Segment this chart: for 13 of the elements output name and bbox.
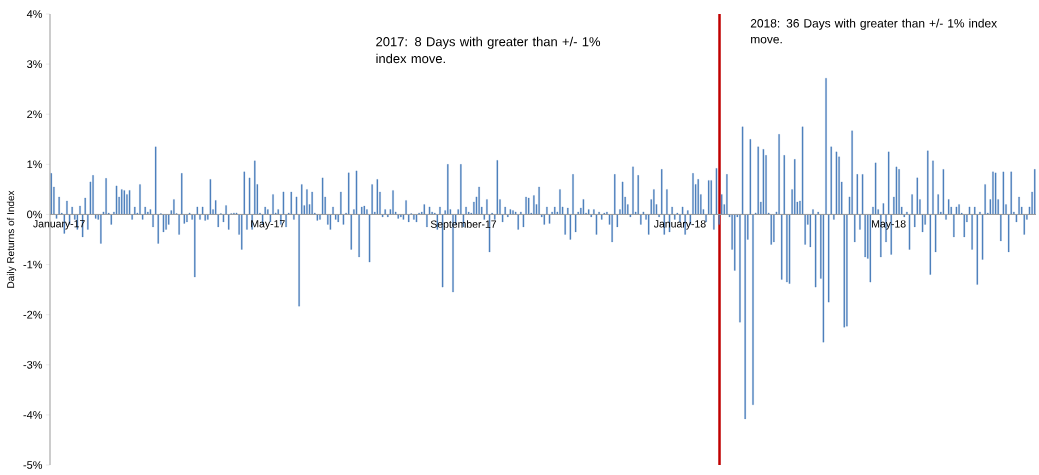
y-tick-label: 0% [27,210,43,219]
y-tick-label: -1% [23,260,43,269]
y-tick-label: -3% [23,360,43,369]
y-tick-label: 2% [27,110,43,119]
y-tick-label: 4% [26,10,43,18]
y-tick-label: 3% [27,60,43,68]
annotation: 2017: 8 Days with greater than +/- 1% index move. [376,36,601,64]
y-tick-label: -4% [23,411,43,419]
annotation: 2018: 36 Days with greater than +/- 1% index move. [750,18,997,44]
y-tick-label: 1% [27,160,43,169]
y-tick-label: -5% [23,461,43,469]
y-tick-label: -2% [23,310,43,319]
y-axis-title: Daily Returns of Index [6,190,17,288]
